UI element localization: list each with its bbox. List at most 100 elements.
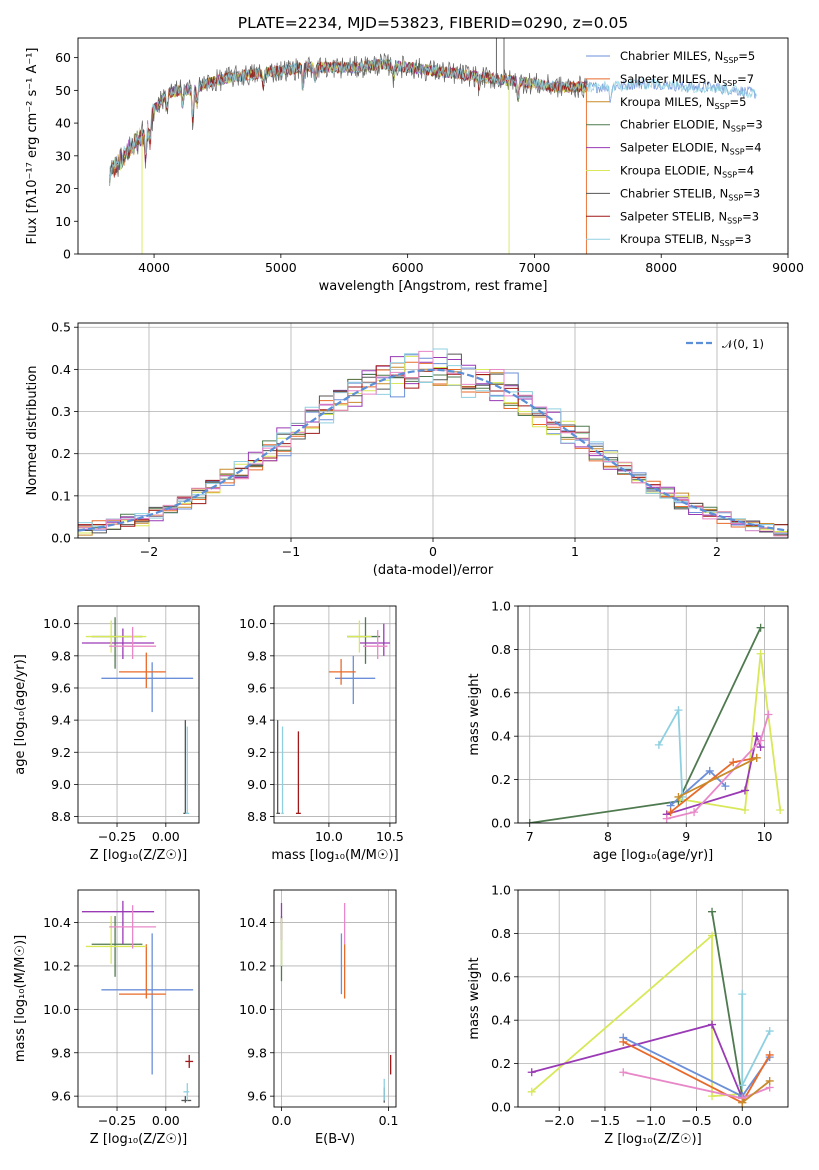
- y-tick-label: 0: [63, 247, 71, 262]
- legend-label: 𝒩(0, 1): [722, 337, 764, 351]
- weight-line-extra_pink: [666, 714, 770, 820]
- y-tick-label: 1.0: [491, 599, 511, 614]
- weight-point-ELODIE_Kroupa: [708, 1092, 717, 1101]
- y-tick-label: 9.8: [51, 648, 71, 663]
- legend-n: =5: [738, 49, 755, 63]
- axes-frame: [77, 322, 789, 539]
- y-tick-label: 9.2: [247, 745, 267, 760]
- x-axis-label: Z [log₁₀(Z/Z☉)]: [90, 848, 187, 863]
- y-tick-label: 60: [55, 50, 71, 65]
- axes-weight_vs_age: 7 8 9 10 0.0 0.2 0.4 0.6 0.8 1.0 age [log₁₀(age/yr…: [467, 599, 789, 863]
- weight-point-ELODIE_Chabrier: [525, 819, 534, 823]
- y-tick-label: 0.6: [491, 685, 511, 700]
- weight-point-extra_pink: [764, 710, 773, 719]
- grid-mass_vs_Z: [78, 890, 199, 1107]
- legend-label: Salpeter ELODIE, N: [620, 141, 730, 155]
- legend-n: =3: [742, 209, 759, 223]
- y-tick-label: 9.0: [247, 777, 267, 792]
- legend-entry: Kroupa MILES, NSSP=5: [620, 95, 746, 111]
- legend-n: =4: [745, 141, 762, 155]
- x-axis-label: Z [log₁₀(Z/Z☉)]: [604, 1132, 701, 1147]
- x-tick-label: 9000: [772, 260, 804, 275]
- x-tick-label: 6000: [392, 260, 424, 275]
- y-tick-label: 9.4: [51, 713, 71, 728]
- y-tick-label: 0.8: [491, 926, 511, 941]
- weight-point-ELODIE_Kroupa: [740, 805, 749, 814]
- x-tick-label: 8: [604, 829, 612, 844]
- weight-line-ELODIE_Kroupa: [679, 653, 782, 812]
- weight-point-extra_pink: [756, 736, 765, 745]
- weight-point-ELODIE_Kroupa: [776, 805, 785, 814]
- weight-point-ELODIE_Salpeter: [527, 1068, 536, 1077]
- x-tick-label: 10: [757, 829, 773, 844]
- axes-weight_vs_Z: −2.0 −1.5 −1.0 −0.5 0.0 0.0 0.2 0.4 0.6 0.8 1.0 Z […: [467, 883, 789, 1147]
- axes-frame: [77, 889, 200, 1108]
- x-tick-label: 5000: [265, 260, 297, 275]
- x-axis-label: (data-model)/error: [373, 563, 494, 578]
- axes-frame: [77, 605, 200, 824]
- weight-point-MILES_Salpeter: [729, 758, 738, 767]
- plot-area-age_vs_Z: [81, 617, 194, 815]
- x-tick-label: −1: [282, 544, 300, 559]
- plot-area-spectrum: [109, 38, 757, 254]
- grid-age_vs_Z: [78, 606, 199, 823]
- axes-mass_vs_EBV: 0.0 0.1 9.6 9.8 10.0 10.2 10.4 E(B-V): [239, 889, 398, 1147]
- legend-label: Kroupa MILES, N: [620, 95, 715, 109]
- legend-entry: Kroupa ELODIE, NSSP=4: [620, 164, 754, 180]
- legend-entry: Salpeter STELIB, NSSP=3: [620, 209, 759, 225]
- axes-frame: [517, 605, 789, 824]
- weight-point-MILES_Salpeter: [619, 1037, 628, 1046]
- legend-subscript: SSP: [722, 79, 737, 88]
- legend-entry: Chabrier ELODIE, NSSP=3: [620, 118, 763, 134]
- weight-point-STELIB_Kroupa: [674, 706, 683, 715]
- legend-subscript: SSP: [730, 148, 745, 157]
- x-axis-label: Z [log₁₀(Z/Z☉)]: [90, 1132, 187, 1147]
- weight-point-ELODIE_Salpeter: [708, 1020, 717, 1029]
- residual-legend: 𝒩(0, 1): [686, 337, 764, 351]
- x-axis-label: wavelength [Angstrom, rest frame]: [319, 279, 548, 294]
- y-tick-label: 10: [55, 214, 71, 229]
- y-tick-label: 10.0: [43, 1002, 71, 1017]
- x-tick-label: −2.0: [544, 1113, 574, 1128]
- weight-point-STELIB_Kroupa: [738, 990, 747, 999]
- y-tick-label: 9.6: [51, 1089, 71, 1104]
- grid-age_vs_mass: [274, 606, 396, 823]
- weight-line-MILES_Kroupa: [677, 757, 758, 798]
- x-tick-label: 10.0: [315, 829, 343, 844]
- legend-n: =3: [735, 232, 752, 246]
- y-tick-label: 10.0: [239, 616, 267, 631]
- x-tick-label: −0.25: [98, 829, 136, 844]
- legend-subscript: SSP: [731, 125, 746, 134]
- axes-frame: [517, 889, 789, 1108]
- legend-subscript: SSP: [722, 171, 737, 180]
- gaussian-curve: [78, 368, 788, 532]
- legend-entry: Kroupa STELIB, NSSP=3: [620, 232, 751, 248]
- legend-subscript: SSP: [715, 102, 730, 111]
- y-tick-label: 9.8: [247, 1045, 267, 1060]
- legend-label: Salpeter STELIB, N: [620, 209, 727, 223]
- figure-title: PLATE=2234, MJD=53823, FIBERID=0290, z=0…: [238, 14, 628, 32]
- spectrum-line-STELIB_Chabrier: [109, 53, 588, 183]
- axes-mass_vs_Z: −0.25 0.00 9.6 9.8 10.0 10.2 10.4 Z [log₁₀(Z/Z☉…: [13, 889, 200, 1147]
- weight-line-ELODIE_Chabrier: [711, 911, 744, 1097]
- x-tick-label: −0.25: [98, 1113, 136, 1128]
- weight-point-STELIB_Kroupa: [738, 1081, 747, 1090]
- weight-point-MILES_Chabrier: [721, 782, 730, 791]
- axes-frame: [273, 889, 397, 1108]
- axes-residuals: −2 −1 0 1 2 0.0 0.1 0.2 0.3 0.4 0.5 (data-model)/er…: [25, 320, 789, 578]
- weight-point-extra_pink: [662, 814, 671, 823]
- x-axis-label: E(B-V): [315, 1132, 355, 1147]
- legend-n: =5: [730, 95, 747, 109]
- weight-point-MILES_Kroupa: [765, 1076, 774, 1085]
- y-tick-label: 0.1: [51, 488, 71, 503]
- x-tick-label: 10.5: [376, 829, 404, 844]
- legend-n: =4: [737, 164, 754, 178]
- x-tick-label: 0.0: [732, 1113, 752, 1128]
- y-tick-label: 10.0: [239, 1002, 267, 1017]
- x-tick-label: 2: [713, 544, 721, 559]
- y-tick-label: 10.2: [43, 958, 71, 973]
- y-tick-label: 0.3: [51, 404, 71, 419]
- x-tick-label: 7000: [519, 260, 551, 275]
- x-tick-label: 8000: [645, 260, 677, 275]
